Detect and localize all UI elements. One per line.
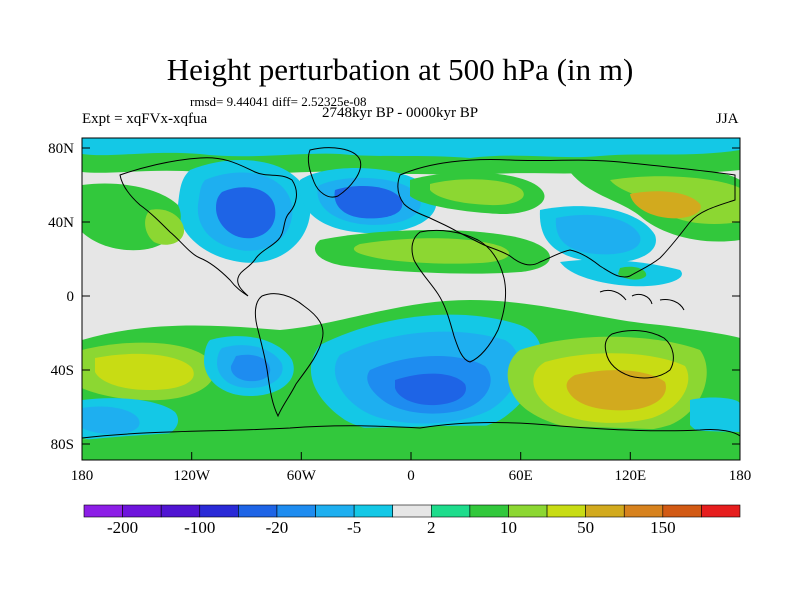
- lon-label-60e: 60E: [509, 468, 533, 484]
- nepac-orange: [630, 191, 701, 219]
- colorbar-box: [585, 504, 625, 518]
- australia-coast: [604, 330, 674, 379]
- lon-label-120w: 120W: [173, 468, 211, 484]
- lat-label-40n: 40N: [48, 215, 74, 231]
- colorbar-box: [160, 504, 201, 518]
- greenland-coast: [307, 147, 362, 198]
- lon-label-180e: 180: [729, 468, 752, 484]
- spac-yellow2: [95, 353, 194, 390]
- africa-coast: [411, 229, 507, 363]
- antarctica-coast: [82, 422, 740, 439]
- sepac-blue-core: [230, 354, 271, 382]
- spac-south-blue2: [82, 406, 140, 434]
- antarctic-green: [82, 425, 740, 460]
- period-label: 2748kyr BP - 0000kyr BP: [322, 105, 479, 121]
- eurasia-yellow: [353, 238, 510, 264]
- lat-label-80s: 80S: [51, 437, 74, 453]
- colorbar-label: -20: [266, 518, 289, 537]
- lon-label-60w: 60W: [287, 468, 317, 484]
- coastlines: [82, 147, 740, 439]
- lon-axis: [81, 452, 741, 460]
- colorbar-label: 50: [577, 518, 594, 537]
- colorbar-box: [469, 504, 509, 518]
- south-america-coast: [254, 293, 324, 418]
- satl-blue-deep: [395, 373, 466, 406]
- colorbar-box: [662, 504, 702, 518]
- colorbar-label: 2: [427, 518, 436, 537]
- trop-green-asia: [618, 266, 647, 280]
- asia-blue-mid: [555, 214, 641, 255]
- colorbar-label: -100: [184, 518, 215, 537]
- natl-blue-core: [334, 186, 403, 219]
- colorbar-box: [701, 504, 741, 518]
- siberia-yellow: [430, 179, 524, 206]
- colorbar-box: [83, 504, 123, 518]
- colorbar-label: 10: [500, 518, 517, 537]
- map-title: Height perturbation at 500 hPa (in m): [166, 52, 634, 87]
- sio-orange: [566, 370, 666, 411]
- colorbar-box: [315, 504, 355, 518]
- colorbar: [83, 504, 741, 518]
- experiment-label: Expt = xqFVx-xqfua: [82, 111, 208, 127]
- colorbar-box: [353, 504, 394, 518]
- eurasia-coast: [397, 159, 736, 278]
- colorbar-label: -200: [107, 518, 138, 537]
- lat-label-80n: 80N: [48, 141, 74, 157]
- colorbar-box: [508, 504, 548, 518]
- colorbar-box: [199, 504, 239, 518]
- lat-label-0: 0: [67, 289, 75, 305]
- colorbar-label: -5: [347, 518, 361, 537]
- lat-axis: [82, 147, 740, 445]
- height-field: [82, 138, 740, 460]
- season-label: JJA: [716, 111, 739, 127]
- colorbar-box: [276, 504, 316, 518]
- colorbar-box: [122, 504, 162, 518]
- arctic-cyan-band: [82, 138, 740, 158]
- colorbar-box: [430, 504, 471, 518]
- stats-text: rmsd= 9.44041 diff= 2.52325e-08: [190, 94, 367, 109]
- indonesia-coast: [599, 289, 685, 311]
- colorbar-labels: -200 -100 -20 -5 2 10 50 150: [107, 518, 676, 537]
- lat-label-40s: 40S: [51, 363, 74, 379]
- na-blue-core: [216, 187, 276, 239]
- colorbar-box: [623, 504, 664, 518]
- colorbar-label: 150: [650, 518, 676, 537]
- colorbar-box: [546, 504, 586, 518]
- colorbar-box: [238, 504, 278, 518]
- north-america-coast: [119, 157, 297, 297]
- lon-label-180w: 180: [71, 468, 94, 484]
- lon-label-0: 0: [407, 468, 415, 484]
- lon-label-120e: 120E: [614, 468, 646, 484]
- colorbar-box: [392, 504, 432, 518]
